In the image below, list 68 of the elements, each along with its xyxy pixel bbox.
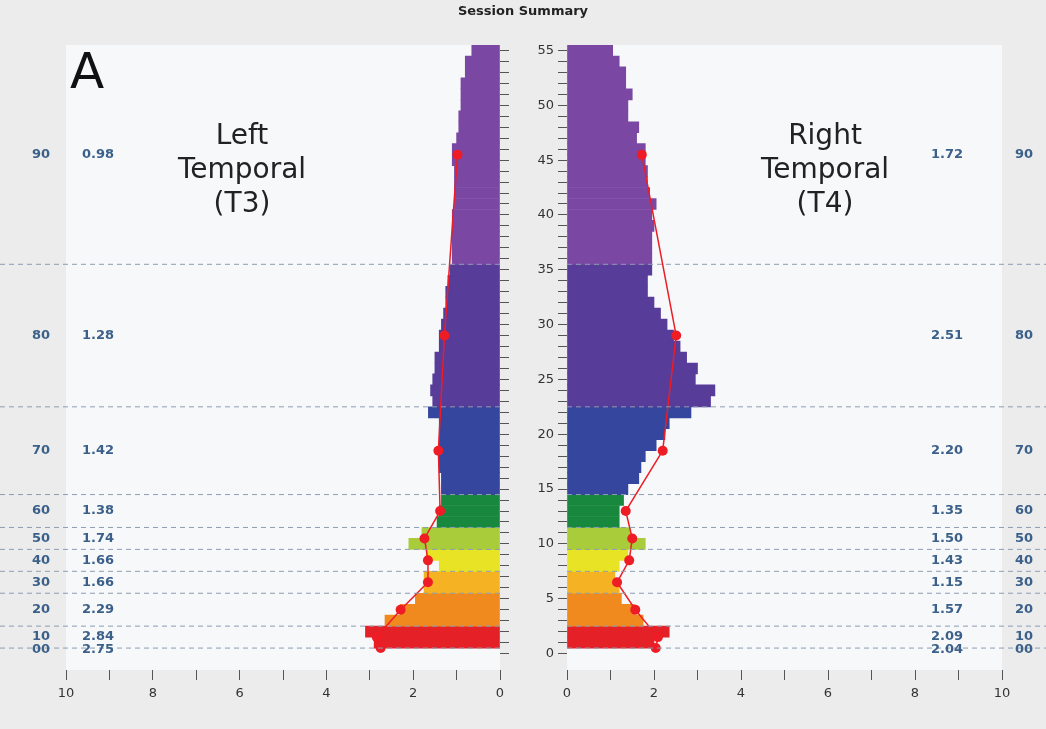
x-tick-label: 0 (562, 685, 572, 701)
annotation: 1.35 (930, 502, 964, 518)
text: 60 (1014, 502, 1034, 518)
x-tick-label: 8 (910, 685, 920, 701)
y-tick-label: 5 (545, 590, 554, 606)
y-tick-label: 55 (537, 41, 554, 57)
x-tick-label: 8 (148, 685, 157, 701)
annotation: 1.42 (81, 442, 115, 458)
annotation: 1.38 (81, 502, 115, 518)
y-tick-label: 50 (537, 96, 554, 112)
text: 30 (1014, 573, 1034, 589)
x-tick-label: 0 (495, 685, 505, 701)
annotation: 1.50 (930, 529, 964, 545)
text: 30 (31, 573, 51, 589)
text: 90 (1014, 146, 1034, 162)
text: Left Temporal (T3) (176, 118, 308, 220)
x-tick-label: 2 (649, 685, 659, 701)
y-tick-label: 40 (537, 206, 554, 222)
text: 20 (1014, 601, 1034, 617)
annotation: 1.74 (81, 529, 115, 545)
text: 80 (1014, 326, 1034, 342)
text: 10 (1014, 628, 1034, 644)
x-tick-label: 6 (235, 685, 244, 701)
text: 10 (31, 628, 51, 644)
x-tick-label: 4 (736, 685, 746, 701)
y-tick-label: 10 (537, 535, 554, 551)
y-tick-label: 0 (545, 644, 554, 660)
y-tick-label: 20 (537, 425, 554, 441)
y-tick-label: 15 (537, 480, 554, 496)
annotation: 0.98 (81, 146, 115, 162)
text: 20 (31, 601, 51, 617)
annotation: 1.15 (930, 573, 964, 589)
x-tick-label: 6 (823, 685, 833, 701)
text: 60 (31, 502, 51, 518)
x-tick-label: 10 (993, 685, 1011, 701)
text: 90 (31, 146, 51, 162)
annotation: 2.84 (81, 628, 115, 644)
text: Right Temporal (T4) (759, 118, 891, 220)
text: 80 (31, 326, 51, 342)
text: 40 (1014, 551, 1034, 567)
x-tick-label: 10 (57, 685, 75, 701)
annotation: 2.20 (930, 442, 964, 458)
annotation: 1.28 (81, 326, 115, 342)
text: 40 (31, 551, 51, 567)
annotation: A (70, 42, 105, 100)
annotation: 2.29 (81, 601, 115, 617)
x-tick-label: 4 (322, 685, 331, 701)
y-tick-label: 30 (537, 315, 554, 331)
annotation: 1.66 (81, 551, 115, 567)
text: 50 (31, 529, 51, 545)
annotation: 1.57 (930, 601, 964, 617)
annotation: 2.09 (930, 628, 964, 644)
text: 70 (1014, 442, 1034, 458)
x-tick-label: 2 (409, 685, 418, 701)
annotation: 2.04 (930, 641, 964, 657)
annotation: 1.66 (81, 573, 115, 589)
annotation: 2.51 (930, 326, 964, 342)
annotation: 1.43 (930, 551, 964, 567)
y-tick-label: 25 (537, 370, 554, 386)
text: 50 (1014, 529, 1034, 545)
text: 70 (31, 442, 51, 458)
text: 00 (1014, 641, 1034, 657)
text: 00 (31, 641, 51, 657)
y-tick-label: 45 (537, 151, 554, 167)
chart-title: Session Summary (456, 3, 590, 18)
annotation: 2.75 (81, 641, 115, 657)
annotation: 1.72 (930, 146, 964, 162)
y-tick-label: 35 (537, 261, 554, 277)
